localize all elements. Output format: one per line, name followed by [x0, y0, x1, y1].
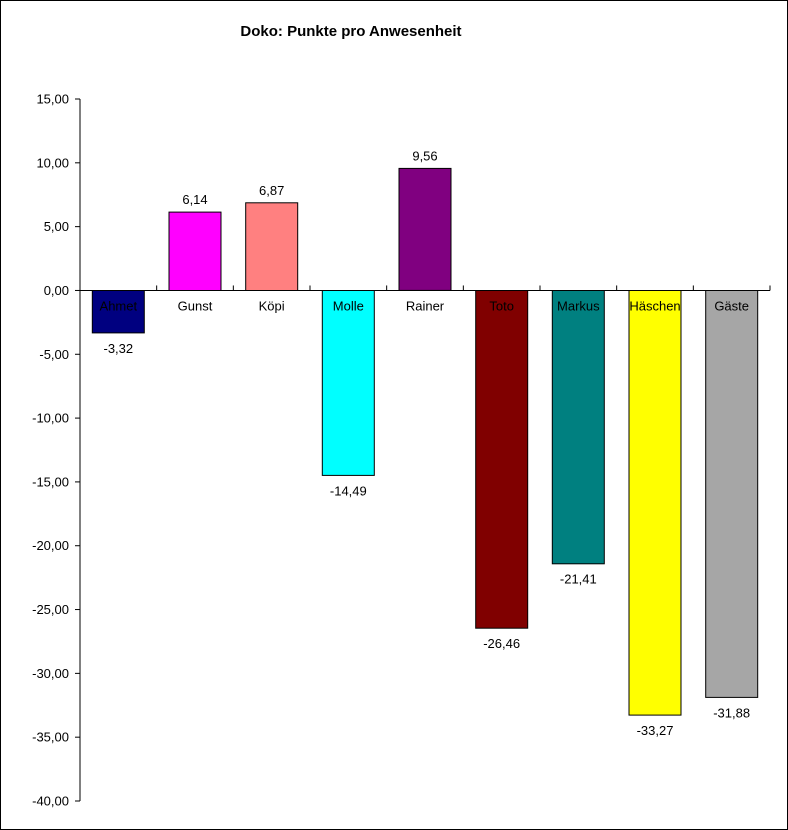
- value-label: -14,49: [330, 483, 367, 498]
- bar-ahmet: [91, 290, 145, 334]
- bar-gunst: [168, 211, 222, 292]
- y-tick-label: -25,00: [32, 602, 69, 617]
- y-tick-label: -30,00: [32, 666, 69, 681]
- value-label: -21,41: [560, 572, 597, 587]
- y-tick-label: 5,00: [44, 219, 69, 234]
- value-label: -31,88: [713, 705, 750, 720]
- category-label: Molle: [333, 298, 364, 313]
- y-tick-label: 0,00: [44, 283, 69, 298]
- chart-title: Doko: Punkte pro Anwesenheit: [240, 23, 462, 40]
- bar-köpi: [245, 202, 299, 291]
- y-tick-label: -40,00: [32, 794, 69, 809]
- category-label: Gunst: [178, 298, 213, 313]
- bar-gäste: [705, 290, 759, 698]
- bar-toto: [475, 290, 529, 629]
- value-label: -33,27: [637, 723, 674, 738]
- bar-rainer: [398, 167, 452, 291]
- y-tick-label: -5,00: [39, 347, 69, 362]
- category-label: Rainer: [406, 298, 445, 313]
- y-tick-label: -15,00: [32, 474, 69, 489]
- value-label: 6,14: [182, 192, 207, 207]
- category-label: Ahmet: [100, 298, 138, 313]
- category-label: Gäste: [714, 298, 749, 313]
- bar-markus: [551, 290, 605, 565]
- bar-häschen: [628, 290, 682, 716]
- y-tick-label: 10,00: [36, 155, 69, 170]
- category-label: Toto: [489, 298, 514, 313]
- value-label: 6,87: [259, 183, 284, 198]
- y-tick-label: -10,00: [32, 411, 69, 426]
- value-label: -26,46: [483, 636, 520, 651]
- y-tick-label: 15,00: [36, 92, 69, 107]
- bar-molle: [321, 290, 375, 476]
- value-label: -3,32: [104, 341, 134, 356]
- category-label: Häschen: [629, 298, 680, 313]
- category-label: Markus: [557, 298, 600, 313]
- y-tick-label: -20,00: [32, 538, 69, 553]
- value-label: 9,56: [412, 148, 437, 163]
- y-tick-label: -35,00: [32, 730, 69, 745]
- category-label: Köpi: [259, 298, 285, 313]
